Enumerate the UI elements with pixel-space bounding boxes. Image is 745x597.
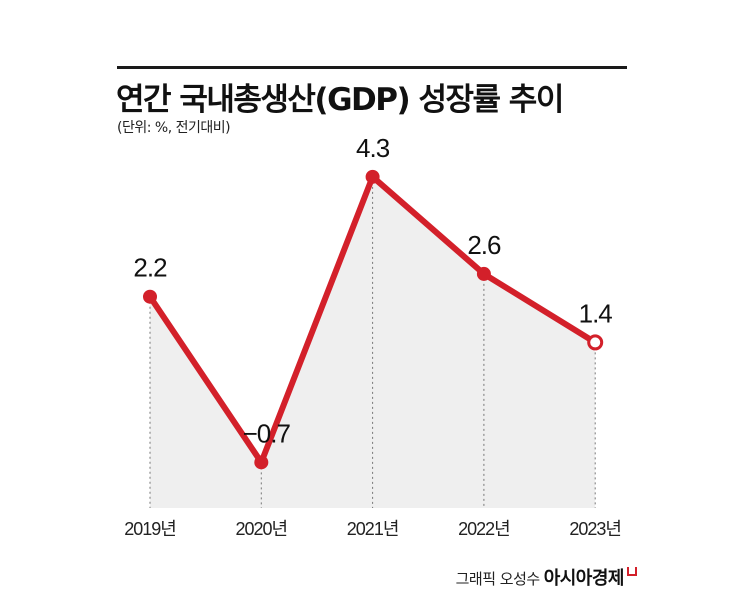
data-point	[365, 169, 380, 184]
x-tick-label: 2023년	[569, 519, 621, 539]
x-tick-label: 2021년	[347, 519, 399, 539]
data-label: −0.7	[243, 418, 291, 448]
chart-title: 연간 국내총생산(GDP) 성장률 추이	[116, 82, 564, 118]
data-point	[254, 455, 269, 470]
credit-text: 그래픽 오성수	[455, 570, 541, 588]
data-point	[476, 266, 491, 281]
data-point	[143, 289, 157, 304]
chart-subtitle: (단위: %, 전기대비)	[117, 120, 231, 136]
x-tick-label: 2019년	[124, 519, 176, 539]
data-label: 2.2	[133, 253, 167, 283]
brand-mark-icon	[627, 567, 637, 576]
data-label: 4.3	[356, 133, 390, 163]
data-label: 1.4	[579, 298, 613, 328]
x-tick-label: 2022년	[458, 519, 510, 539]
brand-logo: 아시아경제	[543, 568, 625, 589]
x-tick-label: 2020년	[235, 519, 287, 539]
title-rule	[117, 66, 627, 69]
credit: 그래픽 오성수 아시아경제	[456, 564, 637, 590]
data-point	[587, 334, 604, 351]
data-label: 2.6	[467, 230, 501, 260]
